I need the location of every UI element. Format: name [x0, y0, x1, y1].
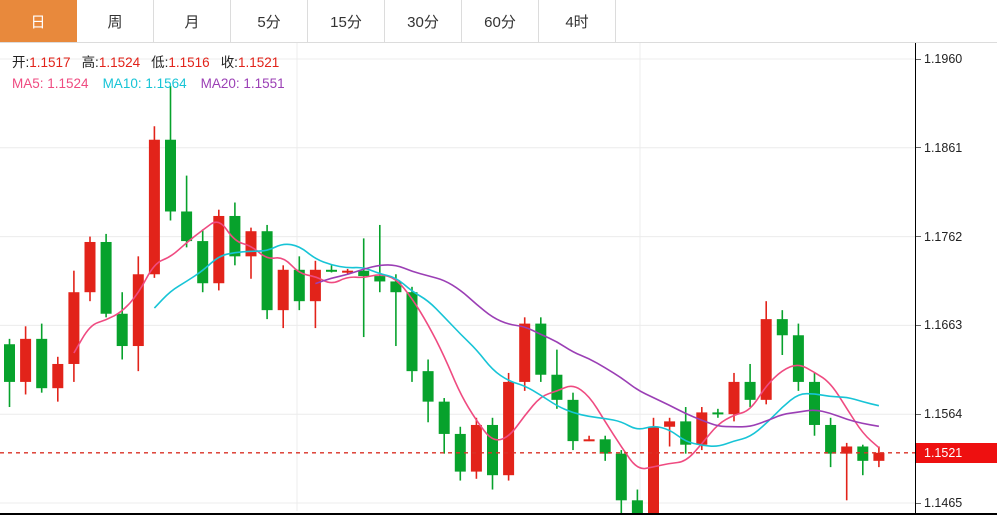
- tab-label: 15分: [330, 13, 362, 31]
- y-axis-tick: 1.1564: [916, 406, 962, 422]
- timeframe-tabbar: 日 周 月 5分 15分 30分 60分 4时: [0, 0, 997, 43]
- tab-month[interactable]: 月: [154, 0, 231, 42]
- candlestick-chart[interactable]: 开:1.1517 高:1.1524 低:1.1516 收:1.1521 MA5: 1.…: [0, 43, 997, 519]
- tab-30min[interactable]: 30分: [385, 0, 462, 42]
- y-axis-tick-label: 1.1564: [924, 407, 963, 422]
- tab-label: 日: [30, 13, 46, 31]
- tab-15min[interactable]: 15分: [308, 0, 385, 42]
- plot-canvas[interactable]: [0, 43, 916, 514]
- tab-4hour[interactable]: 4时: [539, 0, 616, 42]
- y-axis-line: [915, 43, 916, 514]
- y-axis: 1.1960 1.1861 1.1762 1.1663 1.1564 1.1465 1.15…: [916, 43, 997, 514]
- plot-svg: [0, 43, 916, 514]
- tick-mark-icon: [916, 413, 921, 415]
- y-axis-tick-label: 1.1861: [924, 140, 963, 155]
- tab-label: 月: [184, 13, 200, 31]
- tick-mark-icon: [916, 147, 921, 149]
- y-axis-tick-label: 1.1465: [924, 496, 963, 510]
- tab-label: 30分: [407, 13, 439, 31]
- current-price-badge: 1.1521: [916, 442, 997, 463]
- tick-mark-icon: [916, 236, 921, 238]
- y-axis-tick: 1.1663: [916, 317, 962, 333]
- y-axis-tick: 1.1861: [916, 140, 962, 156]
- y-axis-tick: 1.1762: [916, 229, 962, 245]
- tab-5min[interactable]: 5分: [231, 0, 308, 42]
- x-axis-line: [0, 513, 997, 515]
- tick-mark-icon: [916, 502, 921, 504]
- y-axis-tick-label: 1.1960: [924, 52, 963, 66]
- tab-label: 周: [107, 13, 123, 31]
- tab-60min[interactable]: 60分: [462, 0, 539, 42]
- tab-label: 5分: [257, 13, 281, 31]
- y-axis-tick: 1.1960: [916, 51, 962, 67]
- tab-day[interactable]: 日: [0, 0, 77, 42]
- tab-label: 60分: [484, 13, 516, 31]
- tick-mark-icon: [916, 58, 921, 60]
- y-axis-tick-label: 1.1663: [924, 318, 963, 333]
- y-axis-tick: 1.1465: [916, 495, 962, 511]
- tabbar-filler: [616, 0, 997, 42]
- tick-mark-icon: [916, 324, 921, 326]
- current-price-value: 1.1521: [924, 445, 963, 460]
- tab-label: 4时: [565, 13, 589, 31]
- y-axis-tick-label: 1.1762: [924, 229, 963, 244]
- tab-week[interactable]: 周: [77, 0, 154, 42]
